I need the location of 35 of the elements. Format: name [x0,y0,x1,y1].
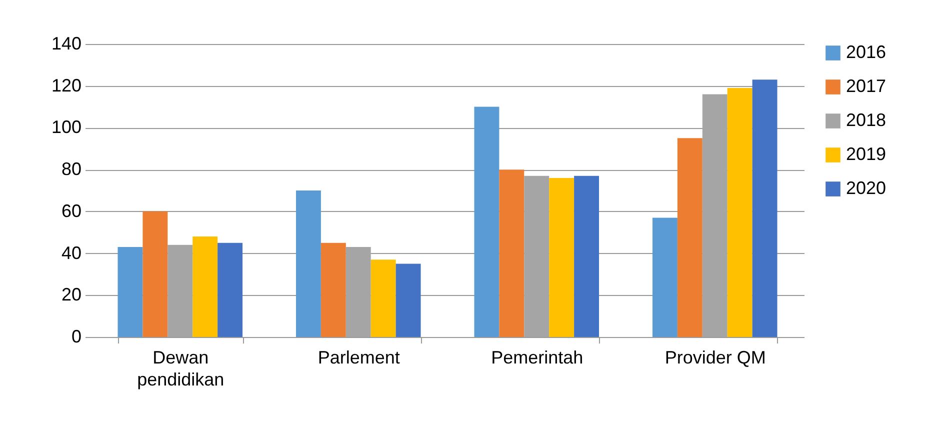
legend-label: 2017 [846,76,886,96]
bar [320,242,346,337]
bar [142,211,168,337]
x-tick-label: Parlement [318,348,400,368]
bar [474,106,500,337]
x-tick-label: Pemerintah [491,348,584,368]
x-tick-label: Dewan pendidikan [137,348,224,390]
y-tick-label: 0 [71,326,82,346]
legend-label: 2019 [846,144,886,164]
legend-label: 2018 [846,110,886,130]
bar [296,190,321,337]
bar [370,260,396,337]
legend-label: 2016 [846,42,886,62]
bar [192,236,218,337]
bar [524,176,550,337]
y-tick-label: 140 [51,34,82,54]
bar [499,170,524,337]
bar [727,88,752,337]
bar [652,218,678,337]
bar [118,247,143,337]
legend-label: 2020 [846,178,886,198]
y-tick-label: 120 [51,75,82,96]
bar [677,138,702,337]
bar [218,242,243,337]
bar [168,244,193,337]
y-tick-label: 80 [61,159,82,180]
y-tick-label: 20 [61,284,82,305]
y-tick-label: 100 [51,117,82,138]
bar [396,264,421,337]
bar [752,80,778,337]
y-tick-label: 40 [61,242,82,263]
y-tick-label: 60 [61,200,82,221]
bar [574,176,600,337]
bar [549,178,574,337]
x-tick-label: Provider QM [664,348,766,368]
